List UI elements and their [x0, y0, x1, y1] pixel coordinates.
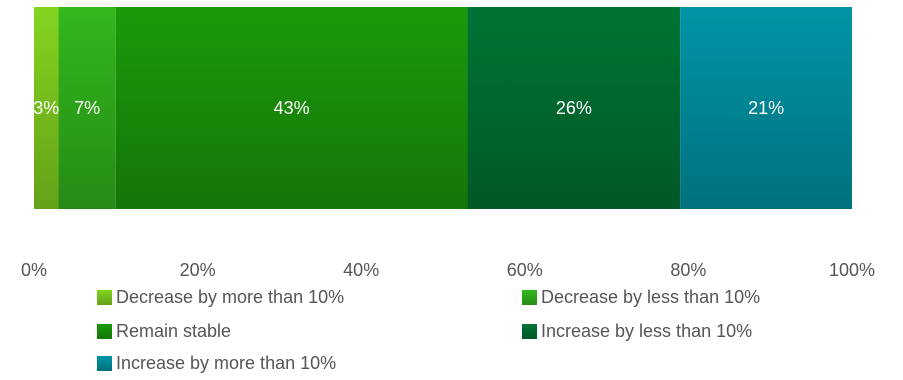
segment-value-label: 3%	[33, 98, 59, 118]
legend-label: Decrease by less than 10%	[541, 287, 760, 307]
legend-swatch	[97, 290, 112, 305]
segment-value-label: 26%	[556, 98, 592, 118]
legend-swatch	[97, 324, 112, 339]
legend-label: Decrease by more than 10%	[116, 287, 344, 307]
legend-swatch	[522, 290, 537, 305]
legend-swatch	[522, 324, 537, 339]
bar-segments	[34, 7, 852, 209]
legend-item: Decrease by more than 10%	[97, 287, 344, 307]
bar-segment	[34, 7, 59, 209]
x-axis-ticks: 0% 20% 40% 60% 80% 100%	[21, 260, 875, 280]
legend-item: Increase by less than 10%	[522, 321, 752, 341]
legend-swatch	[97, 356, 112, 371]
bar-segment	[467, 7, 681, 209]
bar-segment	[680, 7, 852, 209]
bar-segment	[58, 7, 116, 209]
legend-label: Increase by less than 10%	[541, 321, 752, 341]
legend-item: Increase by more than 10%	[97, 353, 336, 373]
segment-value-label: 21%	[748, 98, 784, 118]
x-tick-label: 0%	[21, 260, 47, 280]
x-tick-label: 60%	[507, 260, 543, 280]
legend-item: Remain stable	[97, 321, 231, 341]
x-tick-label: 100%	[829, 260, 875, 280]
segment-value-label: 43%	[274, 98, 310, 118]
legend-item: Decrease by less than 10%	[522, 287, 760, 307]
x-tick-label: 40%	[343, 260, 379, 280]
legend-label: Remain stable	[116, 321, 231, 341]
segment-value-label: 7%	[74, 98, 100, 118]
x-tick-label: 20%	[180, 260, 216, 280]
legend: Decrease by more than 10% Decrease by les…	[97, 287, 760, 373]
x-tick-label: 80%	[670, 260, 706, 280]
segment-labels: 3% 7% 43% 26% 21%	[33, 98, 784, 118]
legend-label: Increase by more than 10%	[116, 353, 336, 373]
bar-segment	[115, 7, 468, 209]
